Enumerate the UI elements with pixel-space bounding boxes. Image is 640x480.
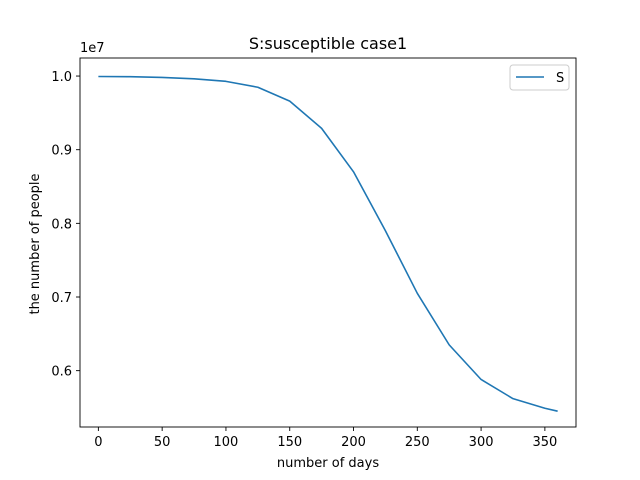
y-offset-label: 1e7 — [80, 41, 105, 56]
x-tick-label: 100 — [214, 435, 239, 450]
plot-area: 0 50 100 150 200 250 300 350 0.6 0.7 0.8 0.9 1.0 S — [51, 57, 577, 450]
x-tick-label: 250 — [405, 435, 430, 450]
y-tick-label: 0.9 — [51, 144, 72, 159]
y-tick-label: 0.8 — [51, 217, 72, 232]
x-axis-label: number of days — [277, 456, 379, 471]
y-axis-label: the number of people — [28, 173, 43, 314]
legend-label-S: S — [556, 71, 564, 86]
x-tick-label: 350 — [532, 435, 557, 450]
x-tick-label: 0 — [94, 435, 102, 450]
x-tick-label: 200 — [341, 435, 366, 450]
plot-frame — [79, 57, 577, 428]
x-tick-label: 150 — [277, 435, 302, 450]
y-tick-label: 0.6 — [51, 365, 72, 380]
chart-title: S:susceptible case1 — [249, 34, 407, 53]
series-line-S — [98, 75, 558, 412]
y-tick-label: 1.0 — [51, 70, 72, 85]
x-tick-label: 300 — [469, 435, 494, 450]
y-tick-label: 0.7 — [51, 291, 72, 306]
x-tick-label: 50 — [154, 435, 171, 450]
